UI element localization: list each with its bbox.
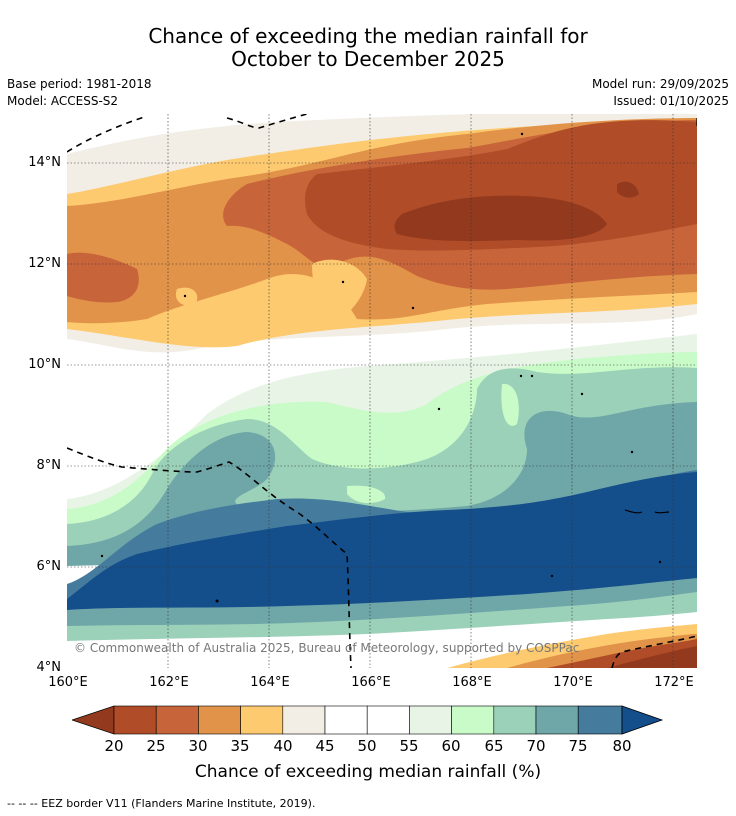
band-below-20-south: [607, 646, 697, 668]
colorbar-bin-50-55: [366, 705, 410, 735]
issued-date: Issued: 01/10/2025: [613, 94, 729, 108]
lon-label-162e: 162°E: [149, 675, 189, 690]
lon-label-164e: 164°E: [250, 675, 290, 690]
colorbar-label-80: 80: [612, 737, 632, 755]
colorbar-label-60: 60: [441, 737, 461, 755]
colorbar-bin-30-35: [198, 705, 241, 735]
colorbar-bin-35-40: [240, 705, 284, 735]
island-dot: [341, 280, 345, 284]
colorbar-arrow-low: [72, 705, 115, 735]
island-dot: [550, 574, 554, 578]
colorbar-title: Chance of exceeding median rainfall (%): [194, 762, 542, 782]
colorbar-bin-60-65: [451, 705, 495, 735]
lat-label-4n: 4°N: [36, 660, 62, 675]
graticule: [67, 114, 697, 668]
colorbar-bin-25-30: [155, 705, 199, 735]
island-dot: [630, 450, 634, 454]
island-dot: [580, 392, 584, 396]
band-60-65-island: [347, 383, 519, 504]
chart-title-line-2: October to December 2025: [231, 47, 505, 71]
island-dot: [411, 306, 415, 310]
model-name: Model: ACCESS-S2: [7, 94, 119, 108]
colorbar-bin-55-60: [409, 705, 452, 735]
colorbar-bin-65-70: [493, 705, 537, 735]
lat-label-8n: 8°N: [36, 458, 62, 473]
island-dot: [100, 554, 104, 558]
colorbar-label-30: 30: [188, 737, 208, 755]
band-35-40-hole: [175, 259, 367, 319]
colorbar-bin-70-75: [535, 705, 579, 735]
colorbar-label-70: 70: [526, 737, 546, 755]
band-above-80: [67, 472, 697, 614]
copyright-notice: © Commonwealth of Australia 2025, Bureau…: [74, 641, 580, 655]
model-run: Model run: 29/09/2025: [591, 77, 729, 91]
colorbar-label-75: 75: [568, 737, 588, 755]
colorbar-bin-20-25: [113, 705, 157, 735]
lon-label-172e: 172°E: [654, 675, 694, 690]
colorbar-label-20: 20: [104, 737, 124, 755]
rainfall-map-canvas: [67, 114, 697, 668]
colorbar-label-40: 40: [273, 737, 293, 755]
eez-legend-note: -- -- -- EEZ border V11 (Flanders Marine…: [7, 797, 316, 810]
lon-label-160e: 160°E: [48, 675, 88, 690]
colorbar: [72, 705, 664, 735]
lat-label-14n: 14°N: [28, 155, 61, 170]
lat-label-12n: 12°N: [28, 256, 61, 271]
colorbar-arrow-high: [621, 705, 664, 735]
island-dot: [215, 599, 219, 603]
lon-label-168e: 168°E: [452, 675, 492, 690]
island-outlines: [624, 118, 697, 514]
band-70-75-south: [67, 578, 697, 637]
colorbar-label-50: 50: [357, 737, 377, 755]
colorbar-label-65: 65: [484, 737, 504, 755]
colorbar-label-55: 55: [399, 737, 419, 755]
rainfall-map: [67, 114, 697, 668]
band-50-55-south: [67, 612, 697, 668]
islands: [100, 132, 662, 603]
chart-title-line-1: Chance of exceeding the median rainfall …: [148, 24, 588, 48]
island-dot: [658, 560, 662, 564]
colorbar-bin-75-80: [577, 705, 623, 735]
eez-segment-n: [226, 114, 308, 129]
band-below-20-north: [394, 181, 639, 242]
lon-label-170e: 170°E: [553, 675, 593, 690]
eez-segment-central: [67, 447, 352, 668]
colorbar-bin-40-45: [282, 705, 326, 735]
colorbar-label-25: 25: [146, 737, 166, 755]
band-65-70-south: [67, 592, 697, 647]
island-outline: [624, 509, 670, 514]
eez-segment-nw: [67, 115, 148, 153]
colorbar-bin-45-50: [324, 705, 368, 735]
lon-label-166e: 166°E: [351, 675, 391, 690]
colorbar-label-35: 35: [230, 737, 250, 755]
island-dot: [530, 374, 534, 378]
colorbar-label-45: 45: [315, 737, 335, 755]
base-period: Base period: 1981-2018: [7, 77, 152, 91]
island-dot: [183, 294, 187, 298]
probability-field: [67, 114, 697, 668]
island-dot: [520, 132, 524, 136]
island-dot: [437, 407, 441, 411]
eez-border: [67, 114, 697, 668]
lat-label-6n: 6°N: [36, 559, 62, 574]
lat-label-10n: 10°N: [28, 357, 61, 372]
island-dot: [519, 374, 523, 378]
